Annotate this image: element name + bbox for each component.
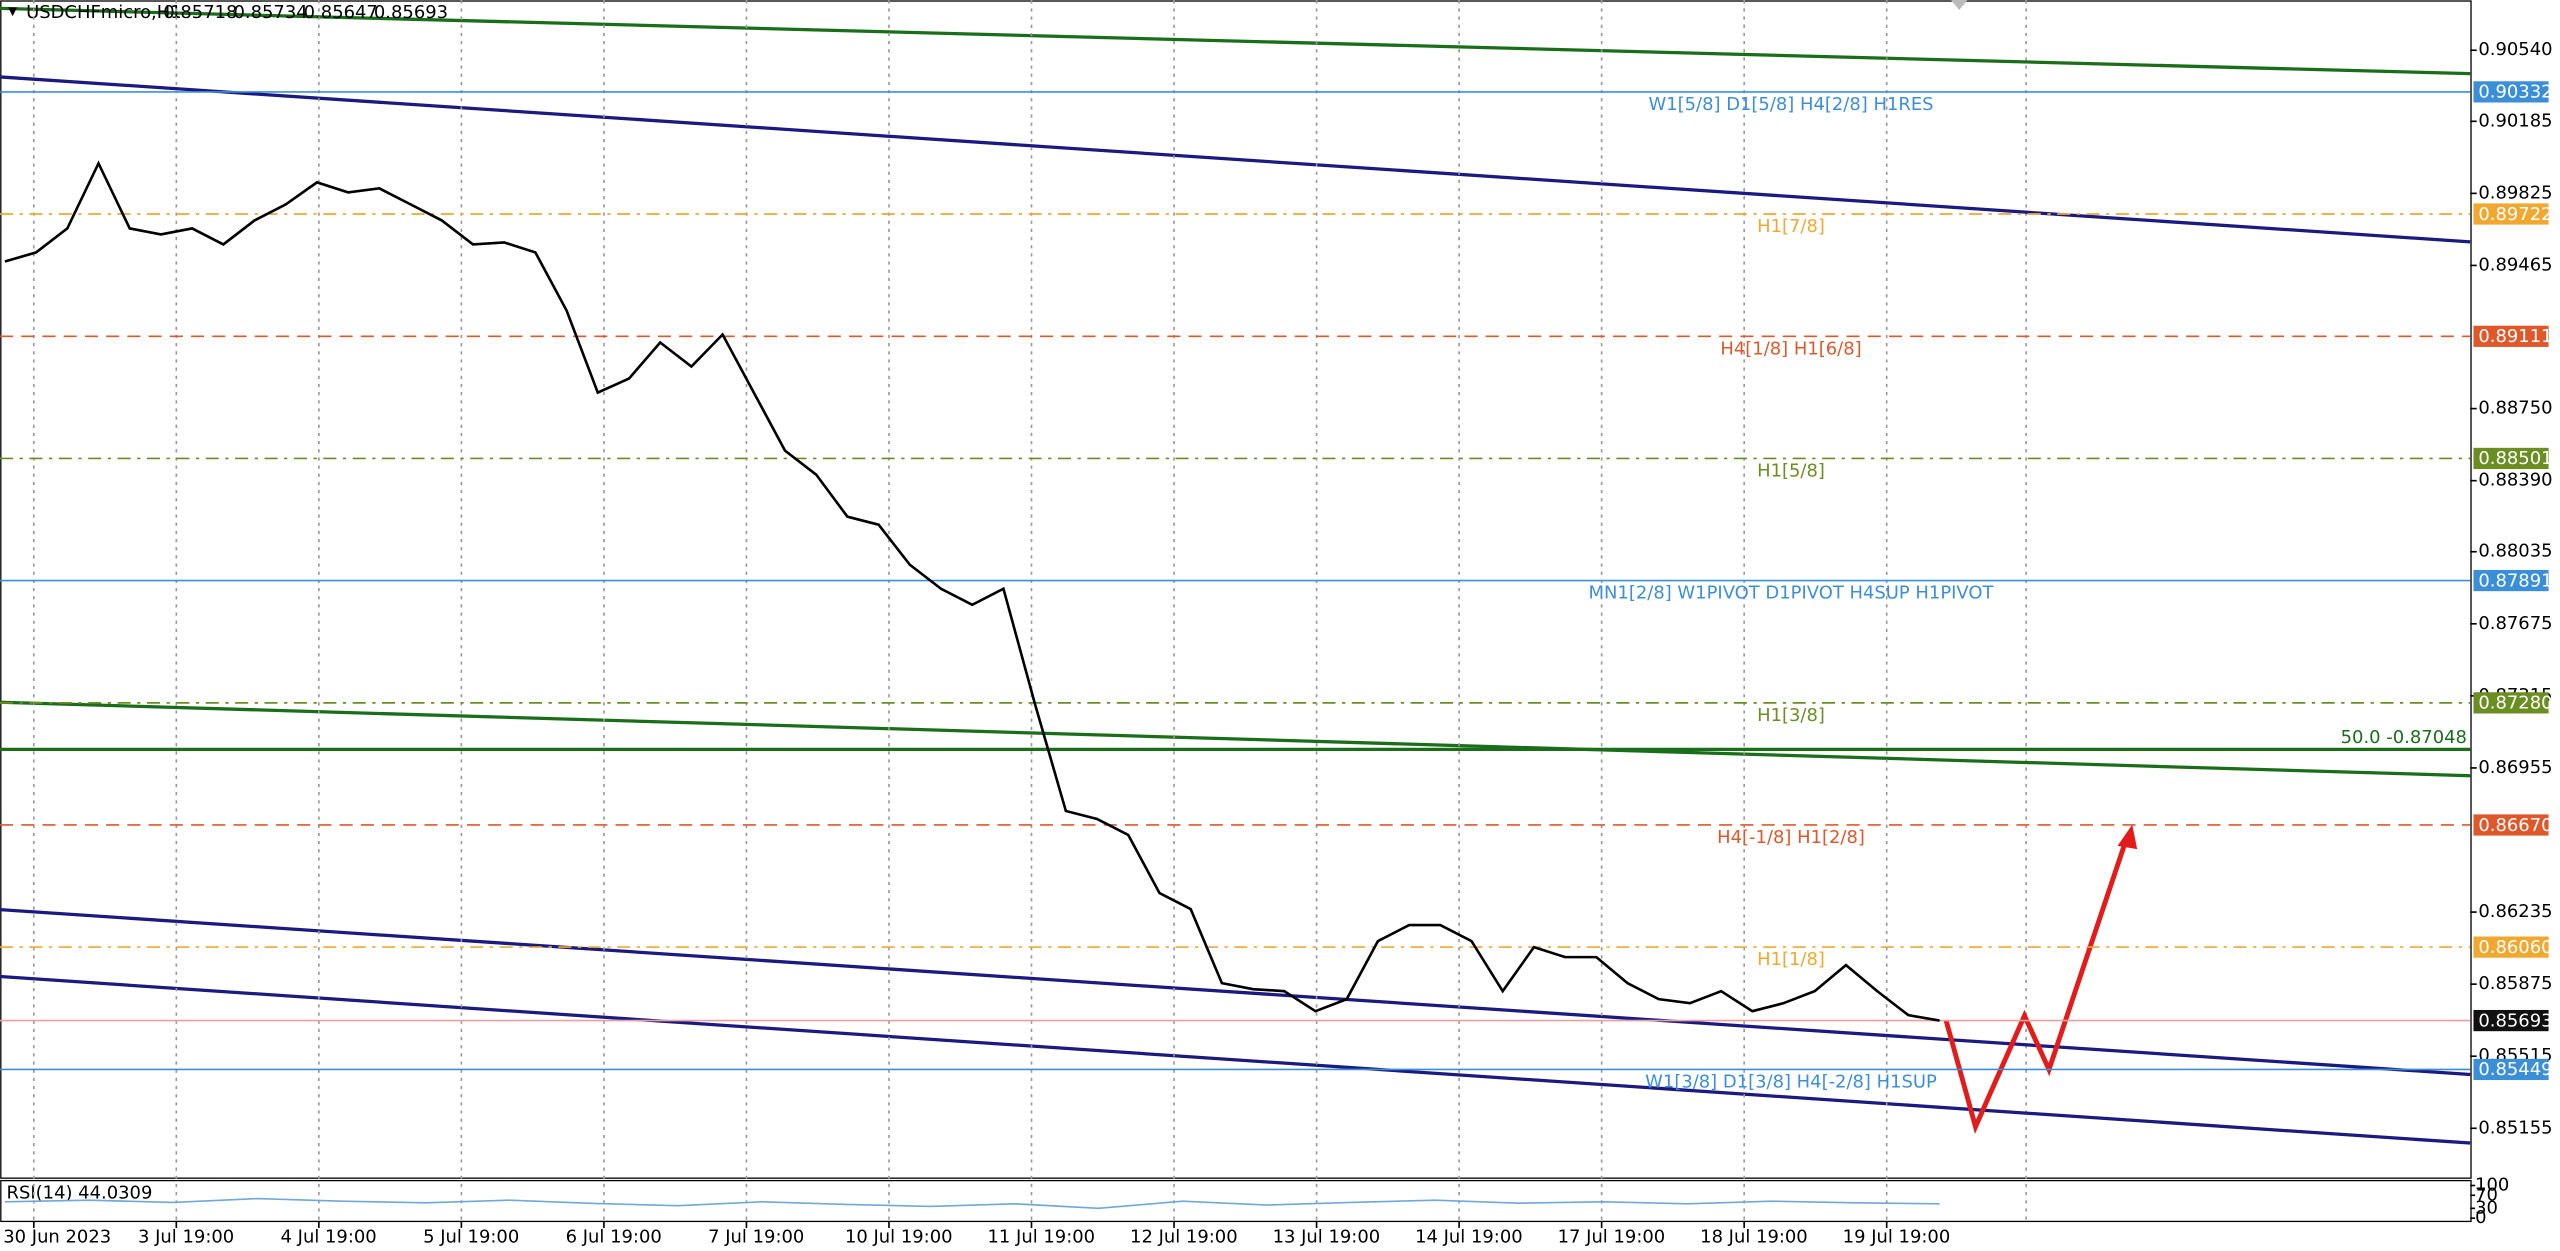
rsi-tick-label: 0 (2475, 1207, 2486, 1228)
level-label: H4[-1/8] H1[2/8] (1717, 827, 1865, 848)
price-box-label: 0.87891 (2478, 570, 2552, 591)
level-label: H1[7/8] (1757, 216, 1825, 237)
x-tick-label: 19 Jul 19:00 (1843, 1227, 1951, 1248)
level-label: H4[1/8] H1[6/8] (1720, 338, 1861, 359)
rsi-tick-label: 70 (2475, 1184, 2498, 1205)
scroll-marker (1951, 0, 1968, 10)
price-box (2473, 81, 2549, 103)
x-tick-label: 3 Jul 19:00 (138, 1227, 234, 1248)
price-box-label: 0.85693 (2478, 1010, 2552, 1031)
price-box (2473, 936, 2549, 958)
trend-line (0, 974, 2471, 1145)
x-tick-label: 4 Jul 19:00 (281, 1227, 377, 1248)
price-box-label: 0.89111 (2478, 326, 2552, 347)
x-tick-label: 6 Jul 19:00 (566, 1227, 662, 1248)
rsi-line (4, 1197, 1940, 1210)
price-box-label: 0.90332 (2478, 82, 2552, 103)
level-label: MN1[2/8] W1PIVOT D1PIVOT H4SUP H1PIVOT (1589, 583, 1995, 604)
x-tick-label: 11 Jul 19:00 (988, 1227, 1096, 1248)
quote-value: 0.85734 (233, 2, 307, 23)
price-line (4, 160, 1940, 1022)
main-pane (0, 0, 2472, 1179)
x-tick-label: 13 Jul 19:00 (1273, 1227, 1381, 1248)
rsi-label: RSI(14) 44.0309 (7, 1183, 153, 1204)
fibo-label: 50.0 -0.87048 (2341, 727, 2467, 748)
x-tick-label: 10 Jul 19:00 (845, 1227, 953, 1248)
price-box (2473, 325, 2549, 347)
y-tick-label: 0.90185 (2478, 110, 2552, 131)
level-label: H1[1/8] (1757, 949, 1825, 970)
y-tick-label: 0.85875 (2478, 973, 2552, 994)
x-tick-label: 14 Jul 19:00 (1415, 1227, 1523, 1248)
price-box-label: 0.86670 (2478, 815, 2552, 836)
price-box-label: 0.88501 (2478, 448, 2552, 469)
level-label: H1[5/8] (1757, 460, 1825, 481)
chart-title: USDCHFmicro,H1 (26, 2, 182, 23)
x-tick-label: 18 Jul 19:00 (1700, 1227, 1808, 1248)
y-tick-label: 0.88750 (2478, 398, 2552, 419)
level-label: W1[3/8] D1[3/8] H4[-2/8] H1SUP (1645, 1071, 1937, 1092)
rsi-pane (0, 1179, 2472, 1223)
price-box (2473, 1058, 2549, 1081)
y-tick-label: 0.85155 (2478, 1117, 2552, 1138)
price-box (2473, 447, 2549, 470)
quote-value: 0.85693 (374, 2, 448, 23)
trend-line (0, 6, 2471, 76)
price-box (2473, 203, 2549, 225)
y-tick-label: 0.89465 (2478, 254, 2552, 275)
y-tick-label: 0.88390 (2478, 470, 2552, 491)
x-tick-label: 5 Jul 19:00 (423, 1227, 519, 1248)
price-box-label: 0.86060 (2478, 937, 2552, 958)
y-tick-label: 0.86955 (2478, 757, 2552, 778)
price-box-label: 0.89722 (2478, 204, 2552, 225)
y-tick-label: 0.89825 (2478, 182, 2552, 203)
projection-arrow (1943, 835, 2130, 1134)
price-box (2473, 814, 2549, 836)
price-box-label: 0.85449 (2478, 1059, 2552, 1080)
y-tick-label: 0.90540 (2478, 39, 2552, 60)
x-tick-label: 17 Jul 19:00 (1558, 1227, 1666, 1248)
arrow-head (2117, 824, 2138, 850)
rsi-tick-label: 30 (2475, 1197, 2498, 1218)
quote-value: 0.85647 (304, 2, 378, 23)
price-box (2473, 692, 2549, 714)
rsi-tick-label: 100 (2475, 1174, 2509, 1195)
price-box (2473, 1009, 2549, 1032)
level-label: W1[5/8] D1[5/8] H4[2/8] H1RES (1648, 94, 1933, 115)
price-box (2473, 569, 2549, 592)
y-tick-label: 0.88035 (2478, 541, 2552, 562)
y-tick-label: 0.87675 (2478, 613, 2552, 634)
price-box-label: 0.87280 (2478, 693, 2552, 714)
symbol-arrow: ▾ (8, 1, 17, 22)
x-tick-label: 30 Jun 2023 (3, 1227, 111, 1248)
quote-value: 0.85718 (163, 2, 237, 23)
trend-line (0, 700, 2471, 778)
x-tick-label: 12 Jul 19:00 (1130, 1227, 1238, 1248)
x-tick-label: 7 Jul 19:00 (708, 1227, 804, 1248)
level-label: H1[3/8] (1757, 705, 1825, 726)
y-tick-label: 0.86235 (2478, 901, 2552, 922)
